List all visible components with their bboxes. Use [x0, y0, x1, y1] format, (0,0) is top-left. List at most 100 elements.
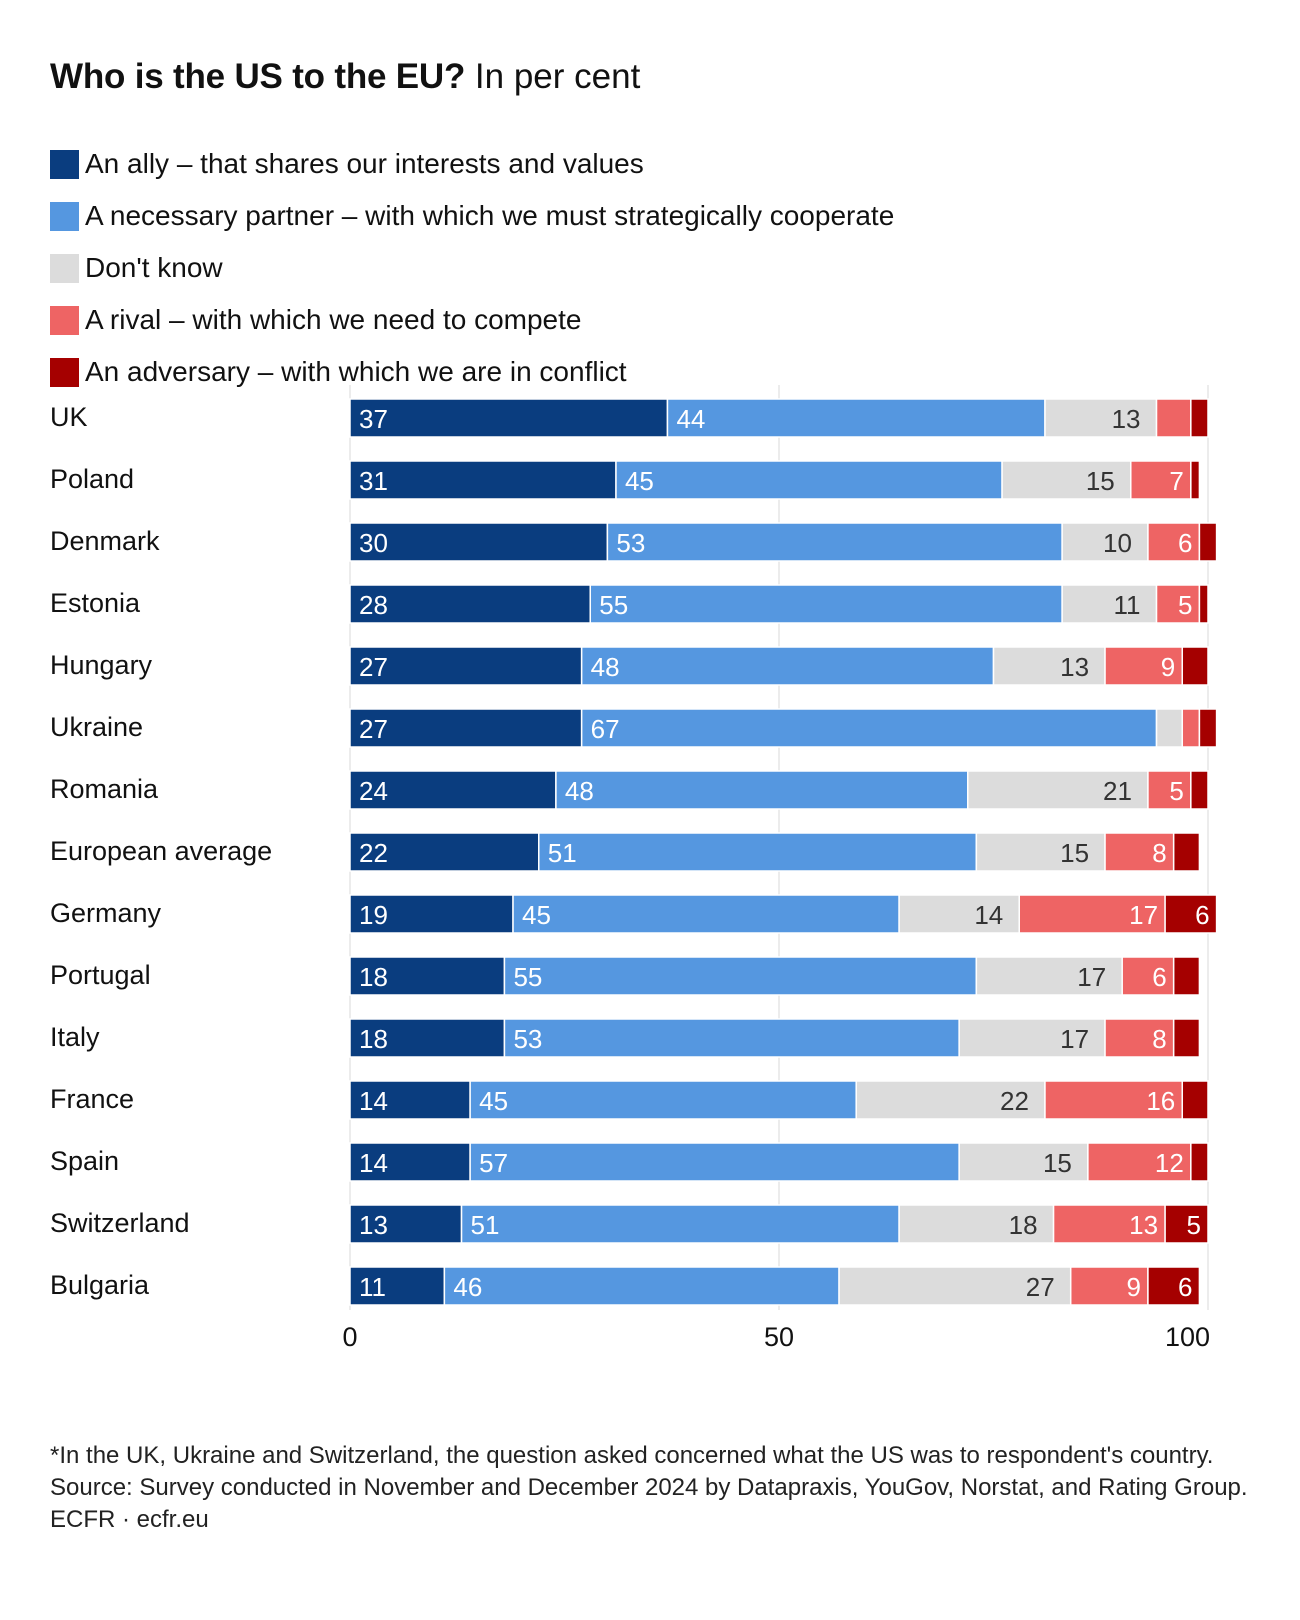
legend-item-adversary: An adversary – with which we are in conf… — [50, 346, 894, 398]
data-label-rival: 16 — [1146, 1086, 1175, 1116]
data-label-ally: 18 — [359, 1024, 388, 1054]
bar-segment-ally — [349, 956, 506, 996]
bar-segment-rival — [1155, 398, 1192, 438]
data-label-ally: 27 — [359, 652, 388, 682]
bar-segment-ally — [349, 1142, 471, 1182]
data-label-ally: 24 — [359, 776, 388, 806]
category-label: Portugal — [50, 960, 151, 990]
bar-segment-adversary — [1198, 522, 1218, 562]
bar-segment-dont-know — [1061, 584, 1158, 624]
bar-segment-adversary — [1190, 770, 1209, 810]
category-label: European average — [50, 836, 272, 866]
x-tick-label: 50 — [764, 1322, 794, 1352]
data-label-rival: 13 — [1129, 1210, 1158, 1240]
data-label-partner: 67 — [591, 714, 620, 744]
bar-segment-partner — [580, 708, 1158, 748]
data-label-partner: 48 — [591, 652, 620, 682]
category-label: UK — [50, 402, 88, 432]
data-label-partner: 55 — [599, 590, 628, 620]
data-label-partner: 57 — [479, 1148, 508, 1178]
data-label-partner: 51 — [471, 1210, 500, 1240]
category-label: Poland — [50, 464, 134, 494]
data-label-rival: 7 — [1169, 466, 1183, 496]
bar-segment-adversary — [1164, 1204, 1209, 1244]
data-label-dont-know: 21 — [1103, 776, 1132, 806]
data-label-partner: 46 — [453, 1272, 482, 1302]
data-label-dont-know: 13 — [1060, 652, 1089, 682]
data-label-dont-know: 11 — [1114, 590, 1141, 620]
footnote-source: Source: Survey conducted in November and… — [50, 1474, 1248, 1501]
bar-segment-partner — [512, 894, 900, 934]
category-label: Switzerland — [50, 1208, 190, 1238]
bar-segment-dont-know — [958, 1018, 1106, 1058]
bar-segment-adversary — [1198, 584, 1209, 624]
data-label-ally: 19 — [359, 900, 388, 930]
bar-segment-partner — [580, 646, 995, 686]
legend-item-ally: An ally – that shares our interests and … — [50, 138, 894, 190]
bar-segment-adversary — [1181, 1080, 1209, 1120]
data-label-ally: 31 — [359, 466, 388, 496]
bar-segment-dont-know — [1155, 708, 1184, 748]
bar-segment-partner — [469, 1142, 960, 1182]
category-label: Hungary — [50, 650, 153, 680]
legend-label-adversary: An adversary – with which we are in conf… — [85, 356, 627, 387]
bar-segment-adversary — [1181, 646, 1209, 686]
data-label-partner: 45 — [625, 466, 654, 496]
data-label-rival: 8 — [1152, 1024, 1166, 1054]
bar-segment-rival — [1155, 584, 1201, 624]
bar-segment-rival — [1087, 1142, 1192, 1182]
bar-segment-adversary — [1190, 1142, 1209, 1182]
footnote-note: *In the UK, Ukraine and Switzerland, the… — [50, 1442, 1214, 1469]
footnote-credit: ECFR · ecfr.eu — [50, 1506, 209, 1533]
data-label-ally: 13 — [359, 1210, 388, 1240]
data-label-rival: 6 — [1152, 962, 1166, 992]
category-label: Italy — [50, 1022, 100, 1052]
bar-segment-adversary — [1190, 398, 1209, 438]
data-label-dont-know: 17 — [1077, 962, 1106, 992]
bar-segment-ally — [349, 522, 609, 562]
category-label: France — [50, 1084, 134, 1114]
data-label-ally: 11 — [359, 1272, 386, 1302]
data-label-partner: 48 — [565, 776, 594, 806]
footnotes: *In the UK, Ukraine and Switzerland, the… — [50, 1440, 1270, 1536]
data-label-dont-know: 15 — [1086, 466, 1115, 496]
category-label: Ukraine — [50, 712, 143, 742]
bar-segment-partner — [538, 832, 978, 872]
data-label-rival: 5 — [1178, 590, 1192, 620]
bar-segment-dont-know — [975, 832, 1106, 872]
bar-segment-dont-know — [1061, 522, 1149, 562]
data-label-adversary: 6 — [1195, 900, 1209, 930]
bar-segment-partner — [503, 1018, 960, 1058]
bar-segment-dont-know — [898, 894, 1020, 934]
bar-segment-adversary — [1172, 1018, 1201, 1058]
category-label: Germany — [50, 898, 162, 928]
data-label-ally: 14 — [359, 1086, 388, 1116]
bar-segment-partner — [443, 1266, 840, 1306]
data-label-adversary: 6 — [1178, 1272, 1192, 1302]
data-label-rival: 5 — [1169, 776, 1183, 806]
bar-segment-adversary — [1147, 1266, 1201, 1306]
data-label-ally: 18 — [359, 962, 388, 992]
bar-segment-rival — [1052, 1204, 1166, 1244]
legend-swatch-partner — [50, 201, 79, 231]
chart-title-sub: In per cent — [474, 57, 641, 96]
data-label-partner: 55 — [513, 962, 542, 992]
data-label-dont-know: 27 — [1026, 1272, 1055, 1302]
x-tick-label: 0 — [342, 1322, 357, 1352]
legend-item-dont-know: Don't know — [50, 242, 894, 294]
data-label-rival: 6 — [1178, 528, 1192, 558]
data-label-rival: 9 — [1161, 652, 1175, 682]
data-label-rival: 12 — [1155, 1148, 1184, 1178]
data-label-ally: 37 — [359, 404, 388, 434]
data-label-rival: 9 — [1126, 1272, 1140, 1302]
bar-segment-adversary — [1198, 708, 1218, 748]
data-label-dont-know: 15 — [1043, 1148, 1072, 1178]
bar-segment-ally — [349, 1080, 471, 1120]
bar-segment-partner — [589, 584, 1063, 624]
legend-item-partner: A necessary partner – with which we must… — [50, 190, 894, 242]
legend-label-ally: An ally – that shares our interests and … — [85, 148, 644, 179]
chart-title: Who is the US to the EU? In per cent — [50, 55, 640, 99]
bar-segment-partner — [606, 522, 1063, 562]
bar-segment-rival — [1104, 646, 1184, 686]
